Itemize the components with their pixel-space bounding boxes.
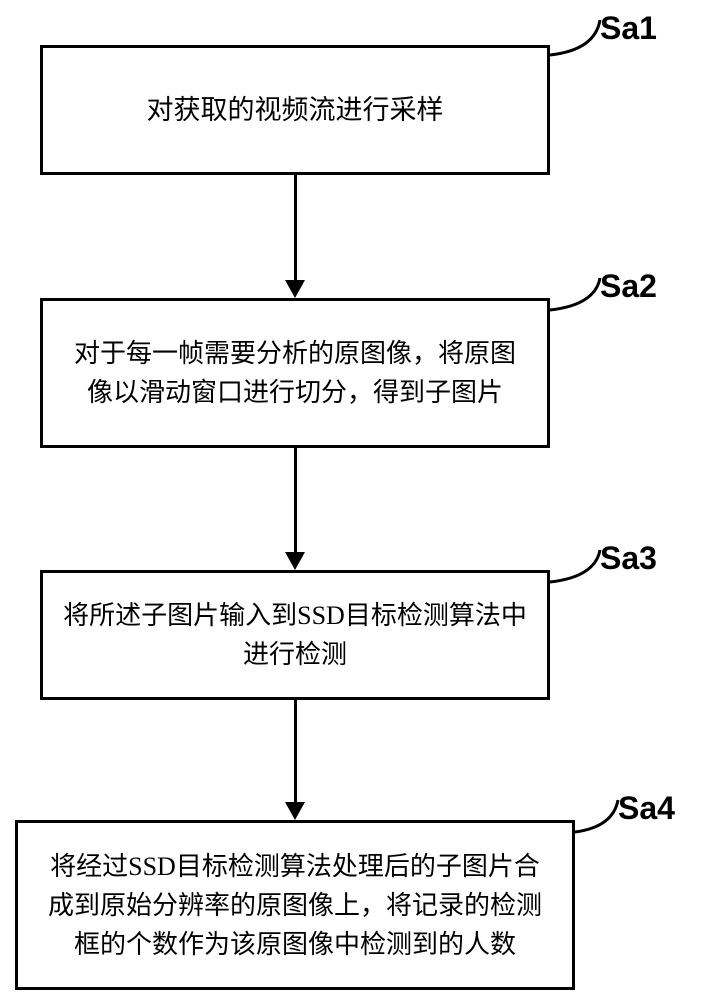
step-box-sa2: 对于每一帧需要分析的原图像，将原图像以滑动窗口进行切分，得到子图片: [40, 298, 550, 448]
step-label-sa2: Sa2: [600, 268, 657, 305]
step-text: 将经过SSD目标检测算法处理后的子图片合成到原始分辨率的原图像上，将记录的检测框…: [38, 847, 552, 964]
callout-curve: [545, 15, 605, 60]
arrow-head-icon: [285, 280, 305, 298]
step-box-sa3: 将所述子图片输入到SSD目标检测算法中进行检测: [40, 570, 550, 700]
arrow-line: [294, 448, 297, 552]
arrow-head-icon: [285, 802, 305, 820]
step-text: 将所述子图片输入到SSD目标检测算法中进行检测: [63, 596, 527, 674]
step-label-sa3: Sa3: [600, 540, 657, 577]
step-text: 对于每一帧需要分析的原图像，将原图像以滑动窗口进行切分，得到子图片: [63, 334, 527, 412]
flowchart-container: 对获取的视频流进行采样 Sa1 对于每一帧需要分析的原图像，将原图像以滑动窗口进行切…: [0, 0, 722, 1000]
callout-curve: [545, 273, 605, 315]
callout-curve: [545, 545, 605, 587]
step-box-sa4: 将经过SSD目标检测算法处理后的子图片合成到原始分辨率的原图像上，将记录的检测框…: [15, 820, 575, 990]
arrow-line: [294, 700, 297, 802]
arrow-line: [294, 175, 297, 280]
step-text: 对获取的视频流进行采样: [147, 90, 444, 131]
step-label-sa1: Sa1: [600, 10, 657, 47]
arrow-head-icon: [285, 552, 305, 570]
step-box-sa1: 对获取的视频流进行采样: [40, 45, 550, 175]
step-label-sa4: Sa4: [618, 790, 675, 827]
callout-curve: [570, 795, 623, 837]
